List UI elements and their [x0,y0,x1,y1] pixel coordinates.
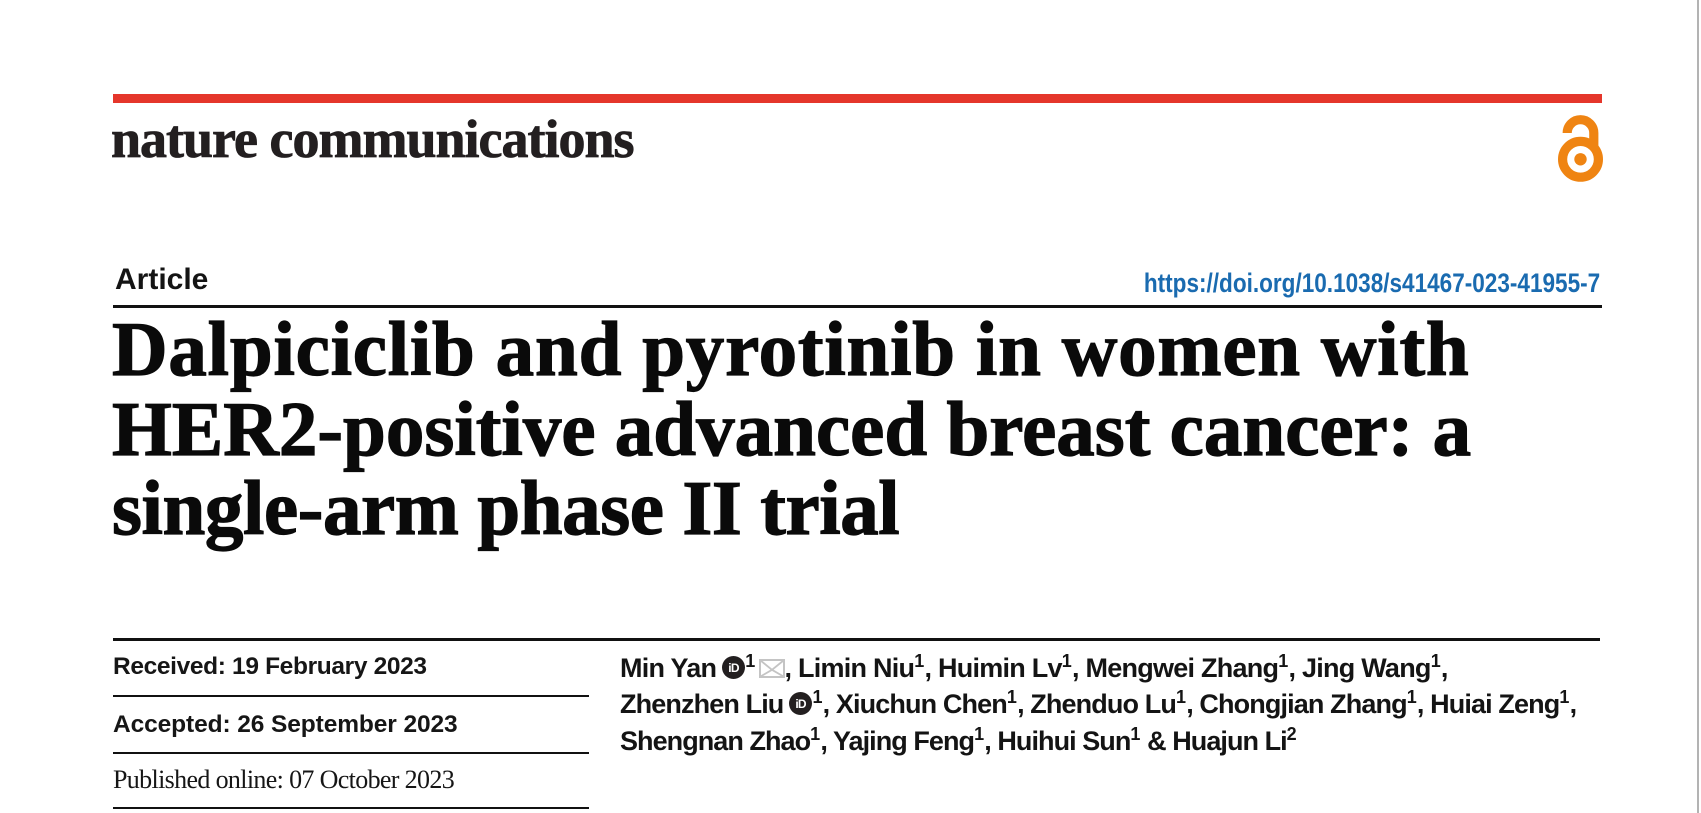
svg-text:iD: iD [796,697,807,711]
svg-text:iD: iD [729,661,741,675]
